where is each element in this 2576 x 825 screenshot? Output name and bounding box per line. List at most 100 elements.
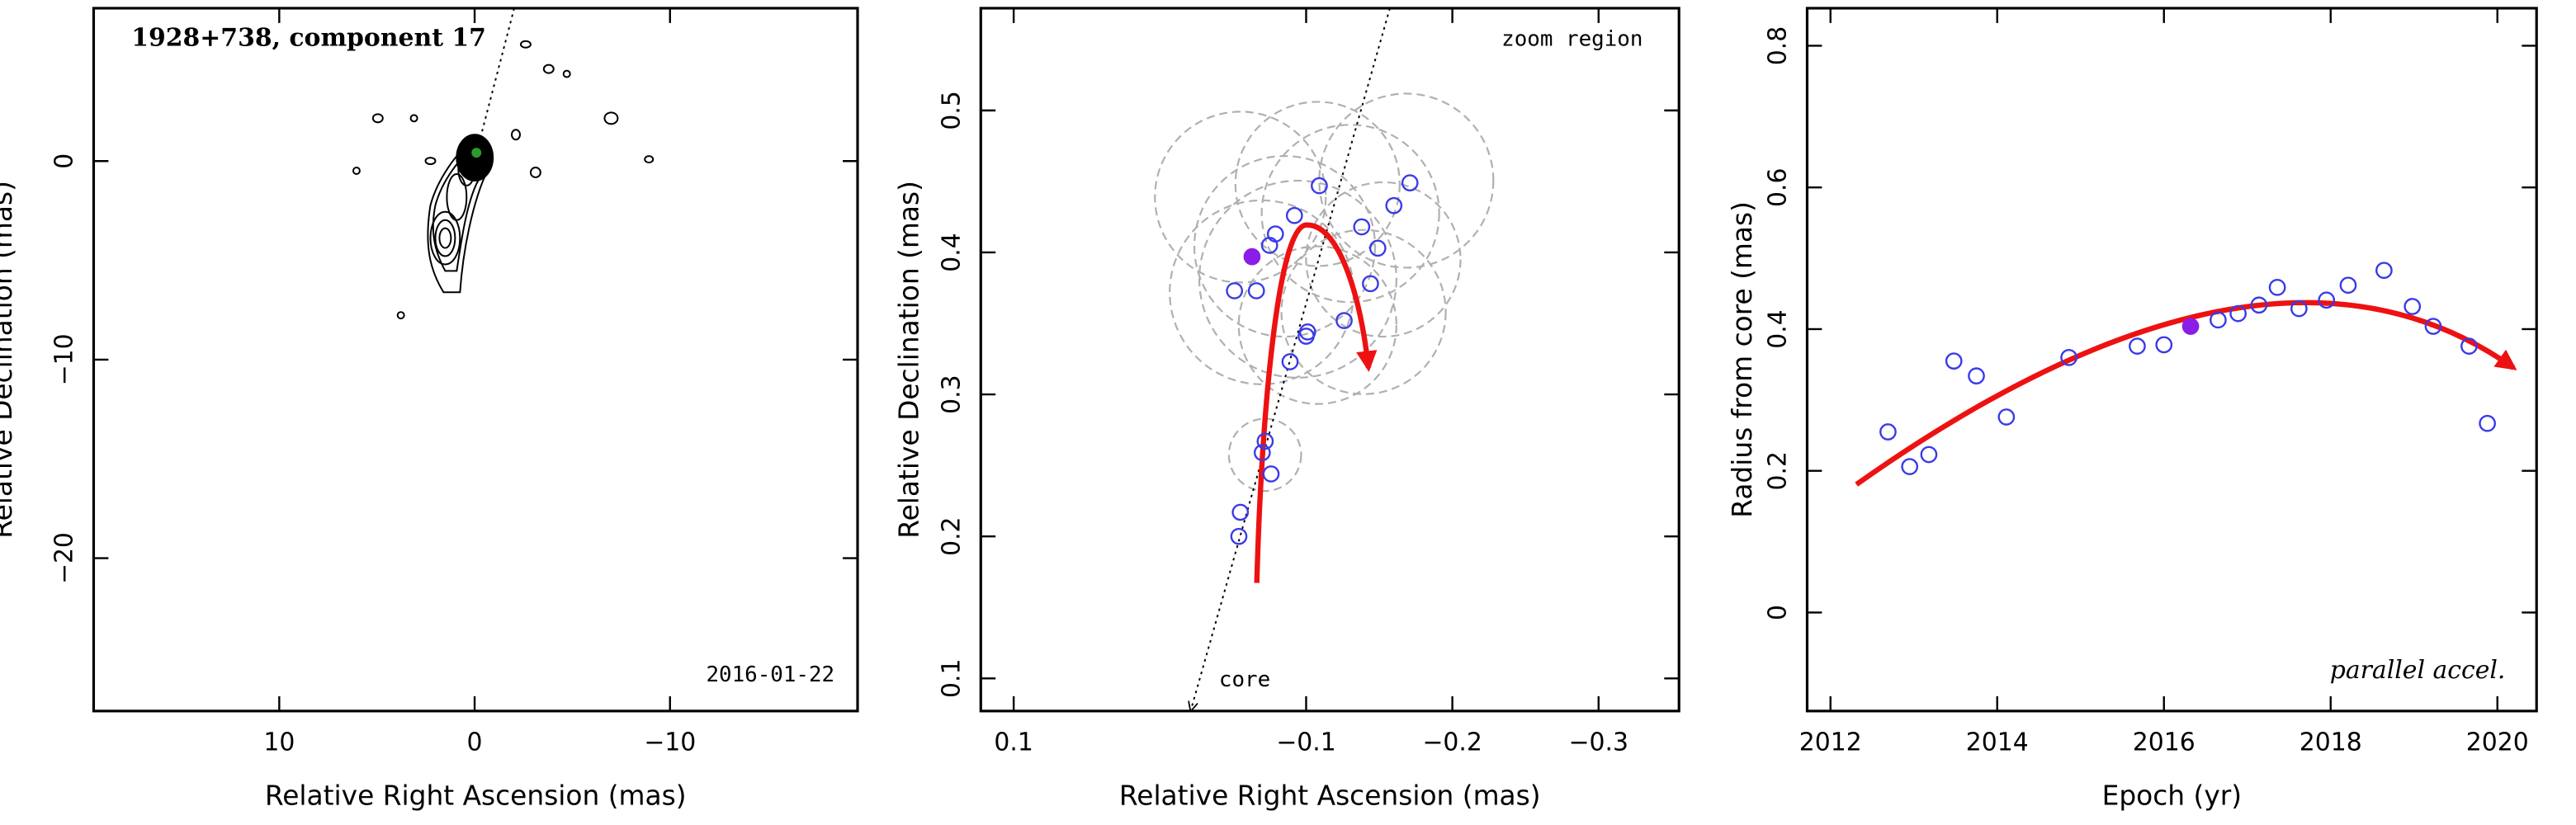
plot-frame [979, 7, 1680, 713]
y-tick-label: 0 [50, 153, 79, 169]
data-point [2460, 337, 2478, 355]
core-label: core [1219, 667, 1270, 692]
data-point [1368, 239, 1387, 257]
data-point [1298, 323, 1316, 341]
contour [446, 172, 468, 221]
error-circle [1280, 229, 1447, 395]
data-point [2403, 298, 2422, 315]
data-point [2250, 296, 2268, 314]
data-point [1281, 353, 1299, 370]
data-point [1362, 275, 1379, 293]
x-axis-label: Epoch (yr) [2102, 780, 2243, 811]
contour [409, 114, 418, 123]
data-point [1253, 444, 1271, 461]
data-point [1385, 196, 1403, 214]
y-tick-label: 0.6 [1764, 167, 1793, 206]
data-point [2155, 336, 2173, 354]
y-tick-label: 0.1 [937, 659, 966, 698]
component-marker [471, 148, 482, 158]
data-point [2268, 278, 2286, 296]
y-tick-label: −20 [50, 532, 79, 584]
y-tick-label: 0.4 [937, 233, 966, 271]
data-point [1920, 446, 1938, 464]
y-axis-label: Radius from core (mas) [1727, 201, 1758, 518]
x-tick-label: 2016 [2133, 728, 2196, 757]
data-point [1262, 465, 1280, 483]
zoom-label: zoom region [1501, 27, 1642, 52]
date-label: 2016-01-22 [706, 662, 834, 687]
data-point [1230, 527, 1248, 545]
contour [438, 227, 452, 249]
error-circle [1237, 245, 1397, 405]
error-circle [1234, 101, 1401, 267]
data-point [1285, 206, 1303, 224]
data-point [1401, 174, 1419, 191]
y-axis-label: Relative Declination (mas) [0, 181, 18, 539]
x-tick-label: 2018 [2299, 728, 2362, 757]
x-tick-label: −10 [644, 728, 696, 757]
contour [511, 129, 521, 141]
contour [396, 311, 405, 320]
data-point [2290, 299, 2308, 318]
contour [352, 167, 361, 175]
contour [529, 167, 541, 178]
x-tick-label: 2020 [2466, 728, 2529, 757]
data-point [1311, 177, 1328, 195]
y-tick-label: 0.8 [1764, 26, 1793, 65]
contour [562, 69, 571, 78]
x-tick-label: 2014 [1966, 728, 2029, 757]
contour [542, 64, 555, 74]
contour [371, 113, 384, 124]
x-tick-label: 0.1 [994, 728, 1033, 757]
contour [644, 155, 655, 164]
x-tick-label: −0.1 [1276, 728, 1335, 757]
data-point [1266, 225, 1284, 243]
error-circle [1193, 154, 1377, 338]
error-circle [1169, 199, 1355, 385]
error-circle [1227, 417, 1302, 493]
y-tick-label: 0 [1764, 605, 1793, 620]
x-axis-label: Relative Right Ascension (mas) [265, 780, 687, 811]
data-point [2181, 318, 2200, 335]
y-tick-label: 0.3 [937, 375, 966, 413]
contour [429, 210, 461, 266]
plot-frame [92, 7, 859, 713]
motion-arrow [1254, 222, 1378, 583]
data-point [2210, 311, 2227, 329]
y-tick-label: 0.2 [937, 516, 966, 555]
y-tick-label: 0.4 [1764, 309, 1793, 348]
error-circle [1305, 181, 1462, 338]
x-tick-label: −0.3 [1569, 728, 1628, 757]
contour [424, 157, 437, 166]
error-circle [1260, 124, 1440, 304]
data-point [1353, 218, 1371, 236]
data-point [2129, 337, 2146, 355]
x-tick-label: 2012 [1799, 728, 1862, 757]
x-tick-label: −0.2 [1422, 728, 1482, 757]
data-point [1256, 432, 1274, 450]
data-point [2060, 348, 2077, 366]
x-tick-label: 0 [467, 728, 483, 757]
error-circle [1198, 179, 1397, 379]
fit-label: parallel accel. [2330, 656, 2506, 685]
error-circles [1154, 92, 1495, 493]
data-point [1901, 458, 1919, 475]
data-point [1945, 352, 1963, 370]
contour-map [352, 7, 655, 320]
panel-title: 1928+738, component 17 [131, 24, 486, 53]
contour [519, 40, 532, 49]
error-circle [1318, 92, 1495, 269]
x-tick-label: 10 [263, 728, 295, 757]
data-point [1226, 282, 1244, 299]
data-point [1231, 503, 1250, 521]
data-point [1335, 312, 1353, 329]
core-blob [456, 134, 494, 182]
contour [603, 111, 619, 125]
y-axis-label: Relative Declination (mas) [894, 181, 925, 539]
data-point [2479, 414, 2496, 432]
data-point [1247, 282, 1265, 299]
data-point [2229, 304, 2247, 323]
fit-arrow [1855, 299, 2517, 487]
